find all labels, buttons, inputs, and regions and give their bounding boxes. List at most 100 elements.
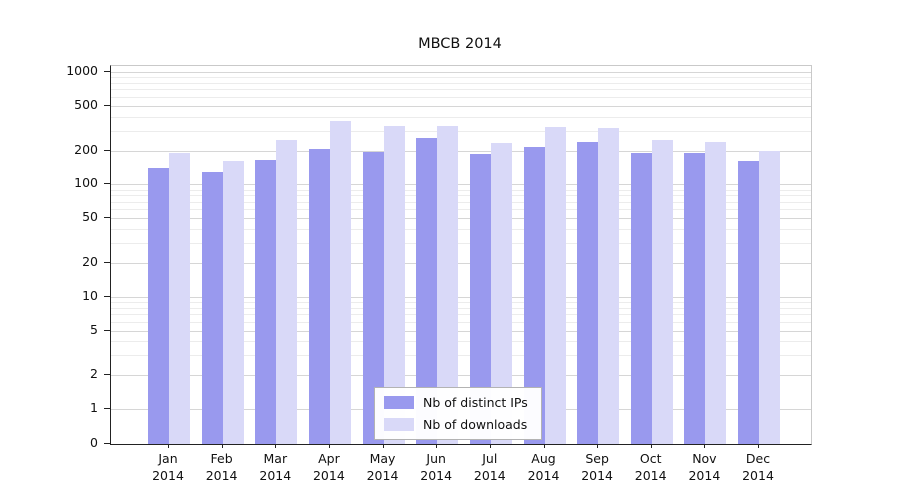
bar-distinct-ips xyxy=(255,159,277,444)
bar-distinct-ips xyxy=(148,167,169,444)
x-tick xyxy=(221,444,223,448)
gridline-major xyxy=(111,330,811,332)
gridline-minor xyxy=(111,82,811,84)
y-tick xyxy=(104,329,110,331)
gridline-minor xyxy=(111,201,811,203)
gridline-minor xyxy=(111,301,811,303)
gridline-minor xyxy=(111,89,811,91)
gridline-major xyxy=(111,105,811,107)
y-tick xyxy=(104,374,110,376)
bar-distinct-ips xyxy=(362,151,384,444)
bar-distinct-ips xyxy=(469,154,491,444)
y-tick xyxy=(104,443,110,444)
x-tick xyxy=(328,444,330,448)
bar-distinct-ips xyxy=(523,147,545,444)
x-tick-label: Nov 2014 xyxy=(688,451,721,483)
legend-item-downloads: Nb of downloads xyxy=(384,417,528,432)
bar-distinct-ips xyxy=(738,161,759,444)
bar-downloads xyxy=(705,141,727,444)
y-tick xyxy=(104,261,110,263)
y-tick-label: 5 xyxy=(90,321,98,337)
gridline-minor xyxy=(111,195,811,197)
bar-downloads xyxy=(598,127,620,444)
y-tick xyxy=(104,149,110,151)
legend-swatch-distinct-ips xyxy=(384,396,414,409)
bar-downloads xyxy=(276,139,298,444)
y-tick xyxy=(104,104,110,106)
x-tick xyxy=(382,444,384,448)
x-tick-label: Feb 2014 xyxy=(205,451,238,483)
y-tick-label: 2 xyxy=(90,366,98,382)
y-tick-label: 1 xyxy=(90,400,98,415)
x-tick-label: Aug 2014 xyxy=(527,451,560,483)
legend-label-downloads: Nb of downloads xyxy=(423,417,528,432)
y-tick-label: 20 xyxy=(82,253,98,269)
gridline-minor xyxy=(111,130,811,132)
y-tick-label: 200 xyxy=(74,141,98,157)
legend-item-distinct-ips: Nb of distinct IPs xyxy=(384,395,528,410)
y-tick-label: 500 xyxy=(74,96,98,112)
bar-distinct-ips xyxy=(416,137,438,444)
gridline-minor xyxy=(111,314,811,316)
bar-distinct-ips xyxy=(308,149,330,444)
x-tick-label: Apr 2014 xyxy=(312,451,345,483)
x-tick xyxy=(275,444,277,448)
y-tick xyxy=(104,183,110,185)
gridline-major xyxy=(111,375,811,377)
gridline-major xyxy=(111,184,811,186)
x-tick xyxy=(168,444,169,448)
bar-downloads xyxy=(437,126,459,444)
legend-swatch-downloads xyxy=(384,418,414,431)
bar-distinct-ips xyxy=(630,153,652,444)
bar-downloads xyxy=(329,120,351,444)
x-tick-label: May 2014 xyxy=(366,451,399,483)
gridline-major xyxy=(111,262,811,264)
gridline-minor xyxy=(111,96,811,98)
legend: Nb of distinct IPs Nb of downloads xyxy=(374,387,542,440)
legend-label-distinct-ips: Nb of distinct IPs xyxy=(423,395,528,410)
gridline-minor xyxy=(111,116,811,118)
y-tick xyxy=(104,217,110,219)
bar-downloads xyxy=(490,142,512,444)
x-tick xyxy=(704,444,706,448)
bar-distinct-ips xyxy=(577,141,599,444)
y-tick-label: 100 xyxy=(74,175,98,191)
x-tick-label: Dec 2014 xyxy=(742,451,774,483)
gridline-minor xyxy=(111,321,811,323)
gridline-major xyxy=(111,218,811,220)
x-tick xyxy=(489,444,491,448)
plot-area: Nb of distinct IPs Nb of downloads xyxy=(110,65,812,445)
y-tick xyxy=(104,295,110,297)
x-tick-label: Jul 2014 xyxy=(473,451,506,483)
gridline-major xyxy=(111,150,811,152)
gridline-minor xyxy=(111,243,811,245)
gridline-minor xyxy=(111,355,811,357)
x-tick-label: Oct 2014 xyxy=(634,451,667,483)
gridline-minor xyxy=(111,77,811,79)
y-tick xyxy=(104,71,110,72)
gridline-minor xyxy=(111,189,811,191)
gridline-minor xyxy=(111,341,811,343)
x-tick-label: Sep 2014 xyxy=(581,451,613,483)
gridline-minor xyxy=(111,307,811,309)
y-tick-label: 50 xyxy=(82,209,98,225)
bar-downloads xyxy=(383,126,405,444)
y-tick-label: 10 xyxy=(82,287,98,303)
y-tick-label: 0 xyxy=(90,435,98,450)
y-tick-label: 1000 xyxy=(66,63,98,78)
bar-downloads xyxy=(169,153,190,444)
y-tick xyxy=(104,408,110,409)
bar-downloads xyxy=(222,161,244,444)
x-tick-label: Mar 2014 xyxy=(259,451,292,483)
bar-distinct-ips xyxy=(684,153,706,444)
x-tick xyxy=(436,444,438,448)
bar-downloads xyxy=(651,139,673,444)
x-tick-label: Jan 2014 xyxy=(152,451,184,483)
gridline-minor xyxy=(111,209,811,211)
x-tick xyxy=(543,444,545,448)
gridline-major xyxy=(111,296,811,298)
gridline-minor xyxy=(111,229,811,230)
x-tick xyxy=(597,444,599,448)
bar-downloads xyxy=(759,150,780,444)
